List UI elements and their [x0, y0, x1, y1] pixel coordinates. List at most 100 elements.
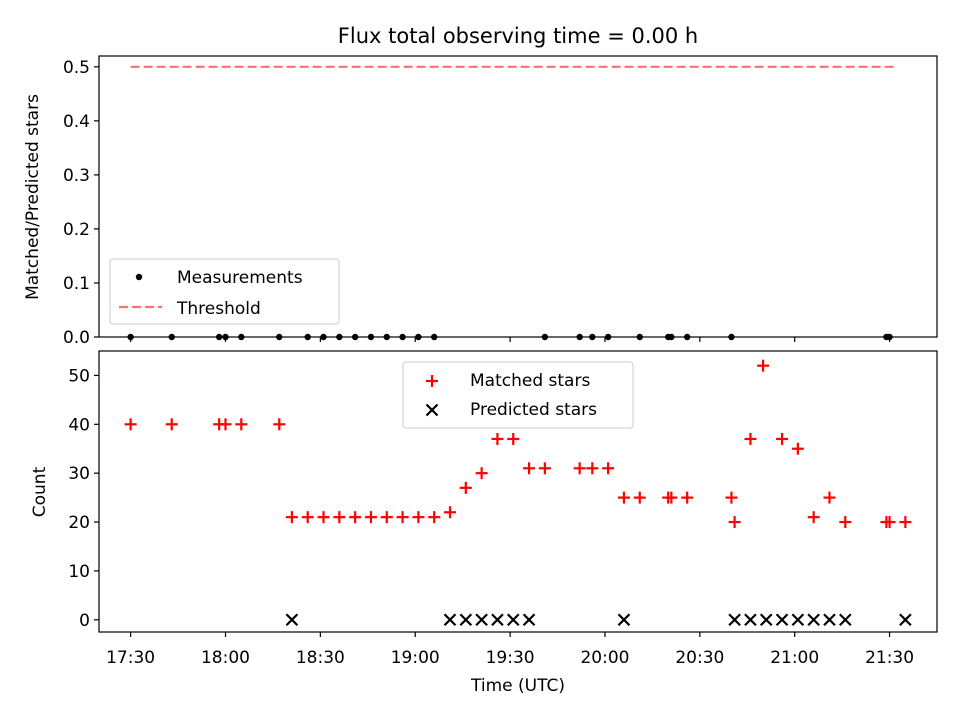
- predicted-marker-b: [443, 613, 457, 627]
- matched-star-point: [725, 491, 738, 504]
- matched-star-point: [823, 491, 836, 504]
- matched-star-point: [491, 432, 504, 445]
- legend-measurement-marker: [135, 273, 143, 281]
- predicted-star-point: [443, 613, 457, 627]
- matched-star-point: [396, 511, 409, 524]
- matched-star-point: [883, 516, 896, 529]
- legend-measurements-label: Measurements: [177, 268, 303, 288]
- predicted-star-point: [899, 613, 912, 627]
- matched-star-point: [333, 511, 346, 524]
- predicted-star-point: [475, 613, 488, 627]
- matched-star-point: [301, 511, 314, 524]
- matched-star-point: [412, 511, 425, 524]
- matched-star-point: [124, 418, 137, 431]
- top-y-tick-label: 0.0: [63, 328, 90, 348]
- bottom-y-tick-label: 40: [68, 415, 90, 435]
- matched-star-point: [444, 506, 457, 519]
- matched-star-point: [459, 481, 472, 494]
- x-tick-label: 19:30: [486, 648, 535, 668]
- predicted-marker-b: [775, 613, 789, 627]
- matched-star-point: [573, 462, 586, 475]
- predicted-star-point: [791, 613, 805, 627]
- matched-star-point: [633, 491, 646, 504]
- predicted-marker-b: [285, 613, 299, 627]
- predicted-star-point: [285, 613, 299, 627]
- predicted-star-point: [744, 613, 757, 627]
- predicted-marker-b: [475, 613, 488, 627]
- top-plot-area: 0.0 0.1 0.2 0.3 0.4 0.5 Measurements Threshold: [63, 55, 938, 348]
- matched-star-point: [602, 462, 615, 475]
- matched-star-point: [364, 511, 377, 524]
- matched-star-point: [586, 462, 599, 475]
- matched-star-point: [380, 511, 393, 524]
- x-tick-label: 18:30: [296, 648, 345, 668]
- bottom-y-tick-label: 20: [68, 513, 90, 533]
- matched-star-point: [428, 511, 441, 524]
- legend-predicted-label: Predicted stars: [470, 400, 597, 420]
- top-y-tick-label: 0.1: [63, 274, 90, 294]
- predicted-star-point: [506, 613, 520, 627]
- top-plot-frame: [98, 55, 938, 338]
- predicted-marker-b: [491, 613, 504, 627]
- predicted-marker-b: [791, 613, 805, 627]
- predicted-star-point: [728, 613, 741, 627]
- x-tick-label: 17:30: [106, 648, 155, 668]
- matched-star-point: [617, 491, 630, 504]
- predicted-star-point: [775, 613, 789, 627]
- predicted-marker-b: [506, 613, 520, 627]
- matched-star-point: [757, 359, 770, 372]
- x-tick-label: 21:30: [865, 648, 914, 668]
- predicted-star-point: [823, 613, 836, 627]
- legend-predicted-marker-b: [425, 403, 439, 417]
- predicted-star-point: [759, 613, 773, 627]
- matched-star-point: [219, 418, 232, 431]
- predicted-star-point: [617, 613, 631, 627]
- matched-star-point: [807, 511, 820, 524]
- top-y-tick-label: 0.5: [63, 58, 90, 78]
- matched-star-point: [728, 516, 741, 529]
- top-y-tick-label: 0.3: [63, 166, 90, 186]
- predicted-marker-b: [823, 613, 836, 627]
- matched-star-point: [507, 432, 520, 445]
- matched-star-point: [523, 462, 536, 475]
- top-y-tick-label: 0.4: [63, 112, 90, 132]
- predicted-marker-b: [839, 613, 852, 627]
- predicted-star-point: [522, 613, 536, 627]
- predicted-star-point: [491, 613, 504, 627]
- matched-star-point: [165, 418, 178, 431]
- predicted-marker-b: [807, 613, 820, 627]
- matched-star-point: [285, 511, 298, 524]
- matched-star-point: [899, 516, 912, 529]
- predicted-marker-b: [522, 613, 536, 627]
- matched-star-point: [235, 418, 248, 431]
- x-axis-label: Time (UTC): [470, 676, 565, 696]
- matched-star-point: [744, 432, 757, 445]
- top-legend: Measurements Threshold: [109, 258, 340, 325]
- predicted-marker-b: [744, 613, 757, 627]
- legend-matched-label: Matched stars: [470, 371, 590, 391]
- bottom-y-axis-label: Count: [30, 466, 50, 517]
- bottom-y-tick-label: 50: [68, 366, 90, 386]
- predicted-marker-b: [459, 613, 473, 627]
- matched-star-point: [317, 511, 330, 524]
- bottom-legend-box: [402, 361, 634, 429]
- predicted-star-point: [459, 613, 473, 627]
- bottom-y-tick-label: 0: [79, 611, 90, 631]
- top-legend-box: [109, 258, 340, 325]
- predicted-marker-b: [617, 613, 631, 627]
- bottom-plot-area: 0 10 20 30 40 50 17:30 18:00 18:30 19:00 19:30 20:0…: [68, 350, 938, 668]
- top-chart-title: Flux total observing time = 0.00 h: [338, 24, 698, 48]
- predicted-star-point: [807, 613, 820, 627]
- matched-star-point: [839, 516, 852, 529]
- predicted-star-point: [839, 613, 852, 627]
- x-tick-label: 19:00: [391, 648, 440, 668]
- matched-star-point: [273, 418, 286, 431]
- matched-star-point: [349, 511, 362, 524]
- matched-star-point: [776, 432, 789, 445]
- x-tick-label: 20:30: [675, 648, 724, 668]
- matched-star-point: [665, 491, 678, 504]
- bottom-y-tick-label: 10: [68, 562, 90, 582]
- predicted-marker-b: [759, 613, 773, 627]
- bottom-plot-frame: [98, 350, 938, 633]
- x-tick-label: 21:00: [770, 648, 819, 668]
